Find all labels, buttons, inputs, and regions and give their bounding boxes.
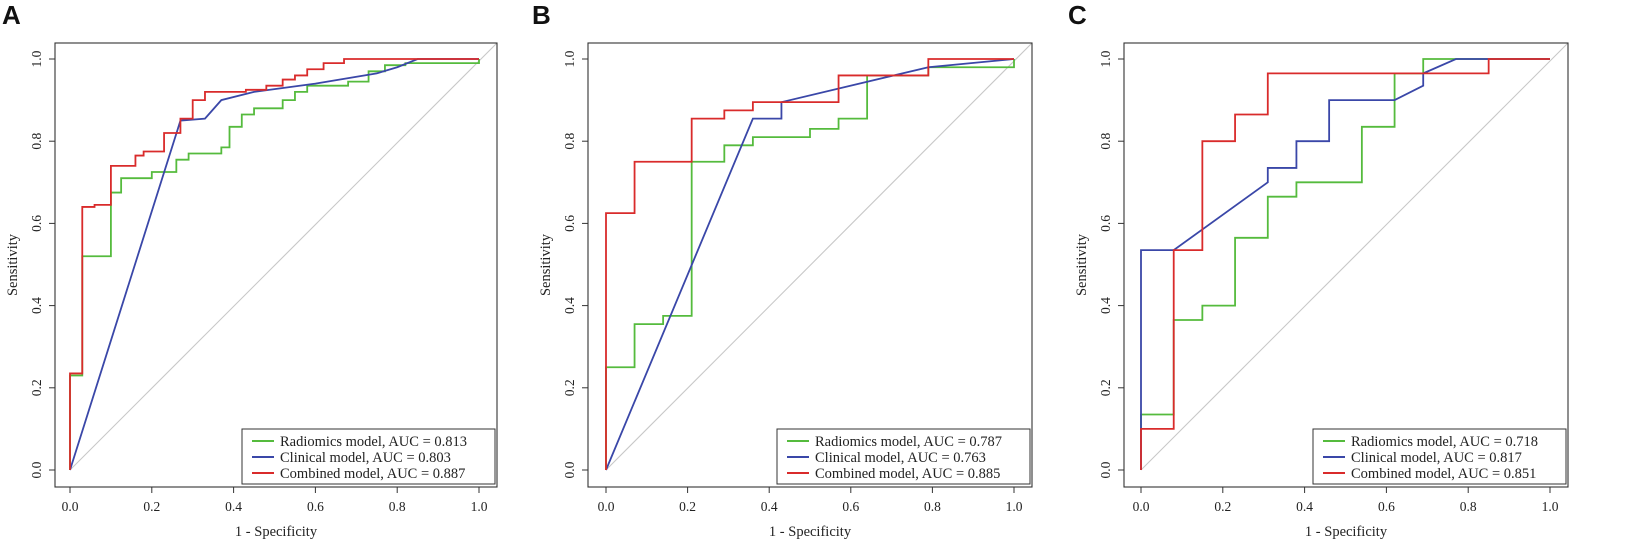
panel-label: C xyxy=(1068,0,1087,30)
y-tick-label: 0.4 xyxy=(562,297,577,314)
plot-frame xyxy=(1123,42,1569,488)
roc-panel-a: A 0.0 0.2 0.4 0.6 0.8 1.0 0.0 0.2 0.4 0.6 0.8 1.0 1 -… xyxy=(2,0,498,540)
legend-entry: Clinical model, AUC = 0.817 xyxy=(1351,450,1522,466)
legend-box xyxy=(776,428,1031,485)
legend-entry: Clinical model, AUC = 0.803 xyxy=(280,450,451,466)
y-tick-label: 0.8 xyxy=(562,133,577,150)
y-tick-label: 0.8 xyxy=(29,133,44,150)
y-tick-label: 0.8 xyxy=(1098,133,1113,150)
y-tick-label: 0.4 xyxy=(1098,297,1113,314)
x-tick-label: 0.8 xyxy=(389,499,406,514)
x-axis-title: 1 - Specificity xyxy=(235,524,318,540)
clinical-model-curve xyxy=(605,58,1015,471)
x-tick-label: 1.0 xyxy=(1542,499,1559,514)
legend-box xyxy=(241,428,496,485)
y-tick-label: 0.2 xyxy=(29,379,44,396)
y-tick-label: 0.6 xyxy=(29,215,44,232)
x-tick-label: 0.4 xyxy=(761,499,778,514)
x-tick-label: 0.2 xyxy=(143,499,160,514)
legend-entry: Radiomics model, AUC = 0.718 xyxy=(1351,434,1538,450)
x-tick-label: 0.6 xyxy=(307,499,324,514)
roc-panel-c: C 0.0 0.2 0.4 0.6 0.8 1.0 0.0 0.2 0.4 0.6 0.8 1.0 1 -… xyxy=(1068,0,1569,540)
x-tick-label: 0.4 xyxy=(225,499,242,514)
legend-entry: Clinical model, AUC = 0.763 xyxy=(815,450,986,466)
legend-entry: Radiomics model, AUC = 0.787 xyxy=(815,434,1002,450)
x-tick-label: 0.0 xyxy=(598,499,615,514)
legend-box xyxy=(1312,428,1567,485)
x-tick-label: 1.0 xyxy=(471,499,488,514)
y-tick-label: 0.0 xyxy=(562,461,577,478)
x-tick-label: 0.4 xyxy=(1296,499,1313,514)
reference-diagonal xyxy=(605,42,1033,471)
x-tick-label: 0.6 xyxy=(842,499,859,514)
y-tick-label: 0.0 xyxy=(1098,461,1113,478)
x-tick-label: 1.0 xyxy=(1006,499,1023,514)
combined-model-curve xyxy=(1140,58,1550,470)
legend-entry: Combined model, AUC = 0.887 xyxy=(280,466,465,482)
y-tick-label: 0.6 xyxy=(562,215,577,232)
roc-panel-b: B 0.0 0.2 0.4 0.6 0.8 1.0 0.0 0.2 0.4 0.6 0.8 1.0 1 -… xyxy=(532,0,1033,540)
panel-label: A xyxy=(2,0,21,30)
radiomics-model-curve xyxy=(69,59,480,470)
x-tick-label: 0.0 xyxy=(1133,499,1150,514)
panel-label: B xyxy=(532,0,551,30)
y-axis-title: Sensitivity xyxy=(538,233,554,296)
y-tick-label: 0.4 xyxy=(29,297,44,314)
x-tick-label: 0.8 xyxy=(924,499,941,514)
reference-diagonal xyxy=(1140,42,1569,471)
y-tick-label: 0.2 xyxy=(1098,379,1113,396)
y-axis-title: Sensitivity xyxy=(5,233,21,296)
legend-entry: Radiomics model, AUC = 0.813 xyxy=(280,434,467,450)
y-tick-label: 1.0 xyxy=(562,50,577,67)
legend-entry: Combined model, AUC = 0.885 xyxy=(815,466,1000,482)
clinical-model-curve xyxy=(1140,58,1550,470)
clinical-model-curve xyxy=(69,58,479,471)
y-tick-label: 1.0 xyxy=(1098,50,1113,67)
combined-model-curve xyxy=(69,58,479,470)
combined-model-curve xyxy=(605,58,1014,470)
y-axis-title: Sensitivity xyxy=(1074,233,1090,296)
y-tick-label: 0.2 xyxy=(562,379,577,396)
y-tick-label: 1.0 xyxy=(29,50,44,67)
plot-frame xyxy=(587,42,1033,488)
x-tick-label: 0.6 xyxy=(1378,499,1395,514)
plot-frame xyxy=(54,42,498,488)
x-tick-label: 0.0 xyxy=(62,499,79,514)
legend-entry: Combined model, AUC = 0.851 xyxy=(1351,466,1536,482)
x-axis-title: 1 - Specificity xyxy=(769,524,852,540)
y-tick-label: 0.6 xyxy=(1098,215,1113,232)
x-tick-label: 0.8 xyxy=(1460,499,1477,514)
x-tick-label: 0.2 xyxy=(1214,499,1231,514)
x-tick-label: 0.2 xyxy=(679,499,696,514)
reference-diagonal xyxy=(69,42,498,471)
x-axis-title: 1 - Specificity xyxy=(1305,524,1388,540)
y-tick-label: 0.0 xyxy=(29,461,44,478)
